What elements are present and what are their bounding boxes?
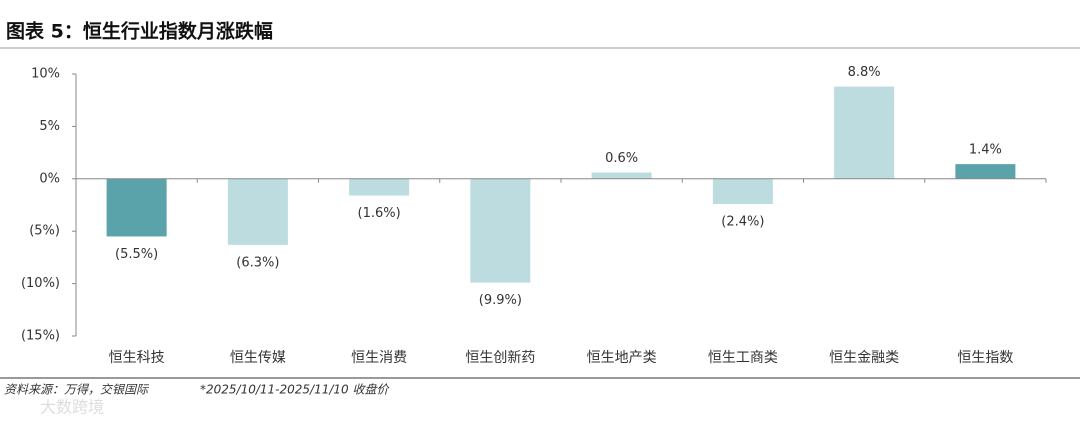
x-tick-label: 恒生创新药 <box>465 350 535 366</box>
x-tick-label: 恒生消费 <box>351 350 407 366</box>
y-tick-label: 10% <box>31 67 60 82</box>
y-tick-label: (5%) <box>29 224 60 239</box>
y-tick-label: (10%) <box>21 276 60 291</box>
value-label: (5.5%) <box>115 247 158 262</box>
value-label: (6.3%) <box>236 255 279 270</box>
watermark: 大数跨境 <box>40 398 104 417</box>
y-tick-label: 5% <box>39 119 60 134</box>
bar <box>834 86 895 179</box>
y-tick-label: 0% <box>39 171 60 186</box>
x-tick-label: 恒生金融类 <box>829 350 899 366</box>
chart-title: 图表 5：恒生行业指数月涨跌幅 <box>6 20 273 43</box>
x-tick-label: 恒生工商类 <box>708 350 778 366</box>
bar <box>227 178 288 245</box>
x-tick-label: 恒生地产类 <box>587 350 657 366</box>
bar <box>591 172 652 179</box>
x-tick-label: 恒生指数 <box>957 350 1013 366</box>
bar <box>106 178 167 237</box>
bar <box>349 178 410 196</box>
source: 资料来源：万得，交银国际 <box>4 383 150 397</box>
bar <box>470 178 531 283</box>
value-label: 8.8% <box>848 65 881 80</box>
value-label: 1.4% <box>969 143 1002 158</box>
bar <box>955 164 1016 179</box>
value-label: 0.6% <box>605 151 638 166</box>
value-label: (9.9%) <box>479 293 522 308</box>
value-label: (2.4%) <box>721 214 764 229</box>
value-label: (1.6%) <box>358 206 401 221</box>
note: *2025/10/11-2025/11/10 收盘价 <box>200 383 390 397</box>
bar <box>712 178 773 204</box>
y-tick-label: (15%) <box>21 329 60 344</box>
x-tick-label: 恒生科技 <box>109 350 165 366</box>
x-tick-label: 恒生传媒 <box>230 350 286 366</box>
